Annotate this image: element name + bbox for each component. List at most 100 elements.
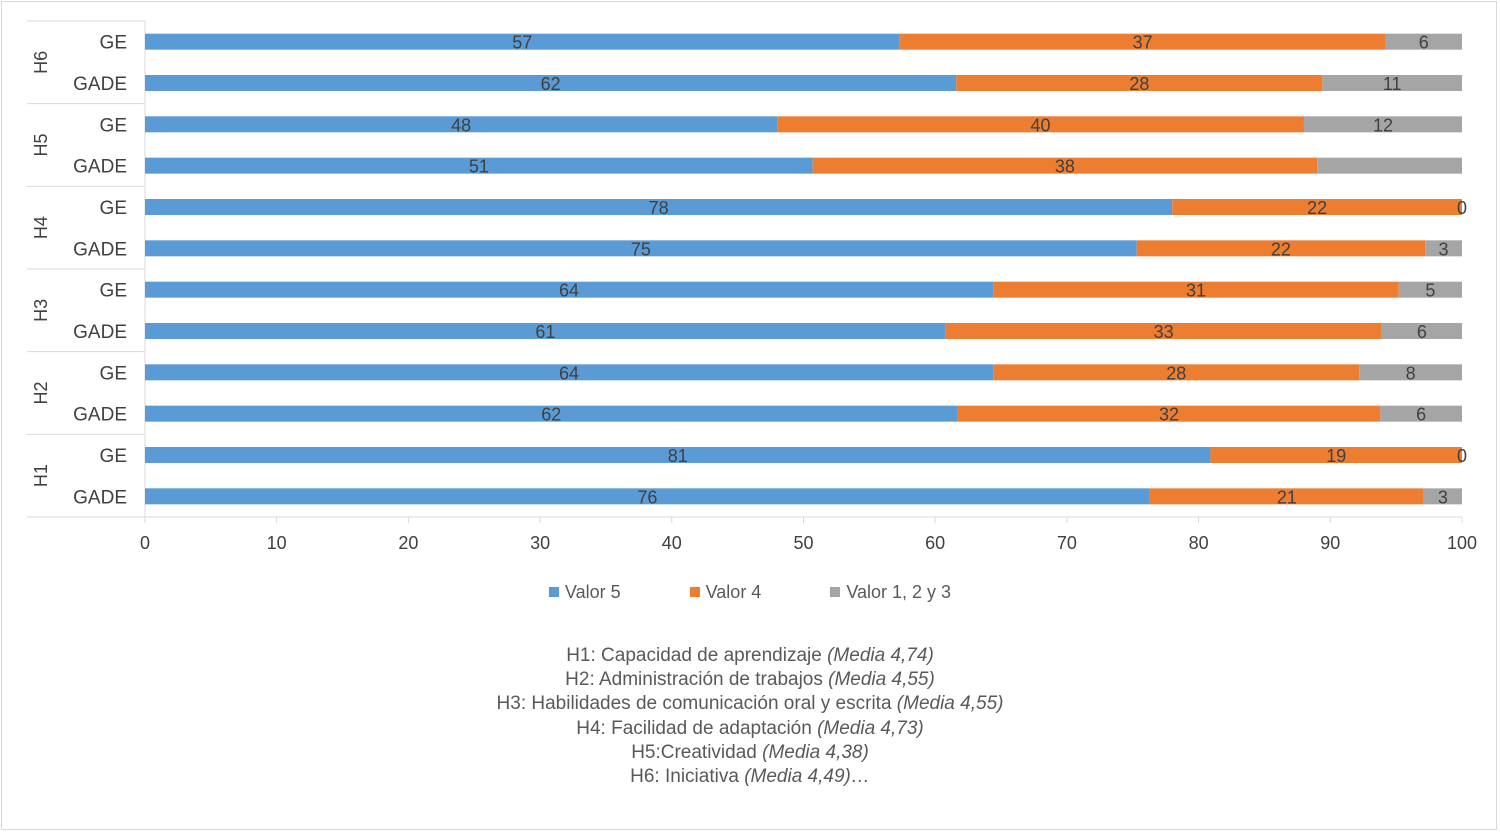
note-h4-text: H4: Facilidad de adaptación — [576, 717, 818, 739]
bar-valor-5-11 — [145, 488, 1150, 505]
data-label-valor-1-2-3-1: 11 — [1383, 74, 1402, 94]
legend-swatch-valor-5 — [548, 587, 559, 597]
data-label-valor-4-2: 40 — [1031, 115, 1051, 135]
bar-valor-4-4 — [1172, 199, 1462, 215]
data-label-valor-1-2-3-11: 3 — [1438, 487, 1448, 507]
bar-valor-4-3 — [812, 157, 1318, 174]
bar-valor-4-7 — [945, 323, 1382, 339]
data-label-valor-4-0: 37 — [1133, 33, 1153, 53]
note-h6: H6: Iniciativa (Media 4,49)… — [0, 765, 1500, 789]
x-tick-label-100: 100 — [1447, 533, 1477, 553]
data-label-valor-5-10: 81 — [668, 446, 688, 466]
bar-valor-4-11 — [1149, 488, 1424, 505]
category-label-6: GE — [100, 281, 127, 302]
category-label-5: GADE — [73, 239, 127, 260]
x-tick-label-60: 60 — [925, 533, 945, 553]
bar-valor-1-2-3-3 — [1317, 157, 1462, 174]
bar-valor-4-8 — [993, 364, 1360, 381]
bar-valor-1-2-3-5 — [1425, 240, 1462, 257]
x-tick-label-90: 90 — [1320, 533, 1340, 553]
data-label-valor-4-9: 32 — [1159, 405, 1179, 425]
note-h4-mean: (Media 4,73) — [817, 717, 924, 739]
data-label-valor-5-11: 76 — [637, 487, 657, 507]
x-tick-label-30: 30 — [530, 533, 550, 553]
group-label-h2: H2 — [31, 381, 51, 404]
bar-valor-1-2-3-6 — [1398, 281, 1462, 298]
data-label-valor-5-7: 61 — [535, 322, 555, 342]
category-label-7: GADE — [73, 322, 127, 343]
data-label-valor-4-1: 28 — [1129, 74, 1149, 94]
data-label-valor-5-3: 51 — [469, 157, 489, 177]
data-label-valor-5-1: 62 — [541, 74, 561, 94]
data-label-valor-4-6: 31 — [1186, 281, 1206, 301]
data-label-valor-1-2-3-9: 6 — [1416, 405, 1426, 425]
note-h6-mean: (Media 4,49)… — [744, 766, 870, 788]
category-label-9: GADE — [73, 405, 127, 426]
note-h5-mean: (Media 4,38) — [762, 741, 869, 763]
group-label-h6: H6 — [31, 51, 51, 74]
legend-label-valor-5: Valor 5 — [564, 582, 621, 602]
legend-swatch-valor-4 — [689, 587, 700, 597]
bar-valor-5-10 — [145, 447, 1211, 463]
data-label-valor-4-10: 19 — [1326, 446, 1346, 466]
note-h3: H3: Habilidades de comunicación oral y e… — [0, 692, 1500, 716]
note-h2: H2: Administración de trabajos (Media 4,… — [0, 668, 1500, 692]
bar-valor-5-0 — [145, 33, 900, 50]
data-label-valor-5-4: 78 — [649, 198, 669, 218]
data-label-valor-1-2-3-8: 8 — [1406, 363, 1416, 383]
category-label-0: GE — [100, 33, 127, 54]
data-label-valor-1-2-3-6: 5 — [1425, 281, 1435, 301]
note-h1-text: H1: Capacidad de aprendizaje — [566, 645, 828, 666]
x-tick-label-40: 40 — [662, 533, 682, 553]
x-tick-label-10: 10 — [267, 533, 287, 553]
x-tick-label-50: 50 — [793, 533, 813, 553]
data-label-valor-4-5: 22 — [1271, 239, 1291, 259]
data-label-valor-5-0: 57 — [512, 33, 532, 53]
note-h6-text: H6: Iniciativa — [630, 766, 745, 788]
bar-valor-4-10 — [1210, 447, 1462, 463]
chart-legend: Valor 5 Valor 4 Valor 1, 2 y 3 — [0, 582, 1500, 603]
category-label-4: GE — [100, 198, 127, 219]
note-h2-text: H2: Administración de trabajos — [565, 669, 829, 691]
chart-notes: H1: Capacidad de aprendizaje (Media 4,74… — [0, 644, 1500, 789]
bar-valor-4-6 — [993, 281, 1399, 298]
category-label-2: GE — [100, 115, 127, 136]
legend-label-valor-1-2-3: Valor 1, 2 y 3 — [846, 582, 952, 602]
category-label-1: GADE — [73, 74, 127, 95]
note-h3-mean: (Media 4,55) — [896, 693, 1004, 715]
category-label-11: GADE — [73, 487, 127, 508]
bar-valor-5-3 — [145, 157, 813, 174]
bar-valor-1-2-3-1 — [1322, 75, 1462, 91]
bar-valor-5-4 — [145, 199, 1173, 215]
data-label-valor-4-8: 28 — [1166, 363, 1186, 383]
bar-valor-5-8 — [145, 364, 994, 381]
x-tick-label-0: 0 — [140, 533, 150, 553]
group-label-h3: H3 — [31, 299, 51, 322]
legend-item-valor-4: Valor 4 — [689, 582, 761, 603]
data-label-valor-5-6: 64 — [559, 281, 579, 301]
bar-valor-1-2-3-8 — [1359, 364, 1462, 381]
group-label-h1: H1 — [31, 464, 51, 487]
category-label-8: GE — [100, 363, 127, 384]
legend-item-valor-5: Valor 5 — [548, 582, 621, 603]
data-label-valor-4-3: 38 — [1055, 157, 1075, 177]
data-label-valor-4-11: 21 — [1277, 487, 1297, 507]
x-tick-label-20: 20 — [398, 533, 418, 553]
bar-valor-1-2-3-0 — [1385, 33, 1462, 50]
bar-valor-5-7 — [145, 323, 946, 339]
note-h5-text: H5:Creatividad — [631, 741, 763, 763]
bar-valor-5-6 — [145, 281, 994, 298]
data-label-valor-4-4: 22 — [1307, 198, 1327, 218]
note-h1-mean: (Media 4,74) — [827, 645, 934, 666]
data-label-valor-1-2-3-5: 3 — [1439, 239, 1449, 259]
data-label-valor-1-2-3-10: 0 — [1457, 446, 1467, 466]
bar-valor-4-9 — [957, 405, 1381, 422]
bar-valor-5-5 — [145, 240, 1137, 257]
stacked-bar-chart: 0 10 20 30 40 50 60 70 80 90 100H6H5H4H3H2H1GEGADE… — [27, 20, 1477, 553]
note-h5: H5:Creatividad (Media 4,38) — [0, 741, 1500, 765]
note-h3-text: H3: Habilidades de comunicación oral y e… — [496, 693, 897, 715]
data-label-valor-5-5: 75 — [631, 239, 651, 259]
bar-valor-4-2 — [777, 116, 1304, 133]
note-h1: H1: Capacidad de aprendizaje (Media 4,74… — [0, 644, 1500, 668]
